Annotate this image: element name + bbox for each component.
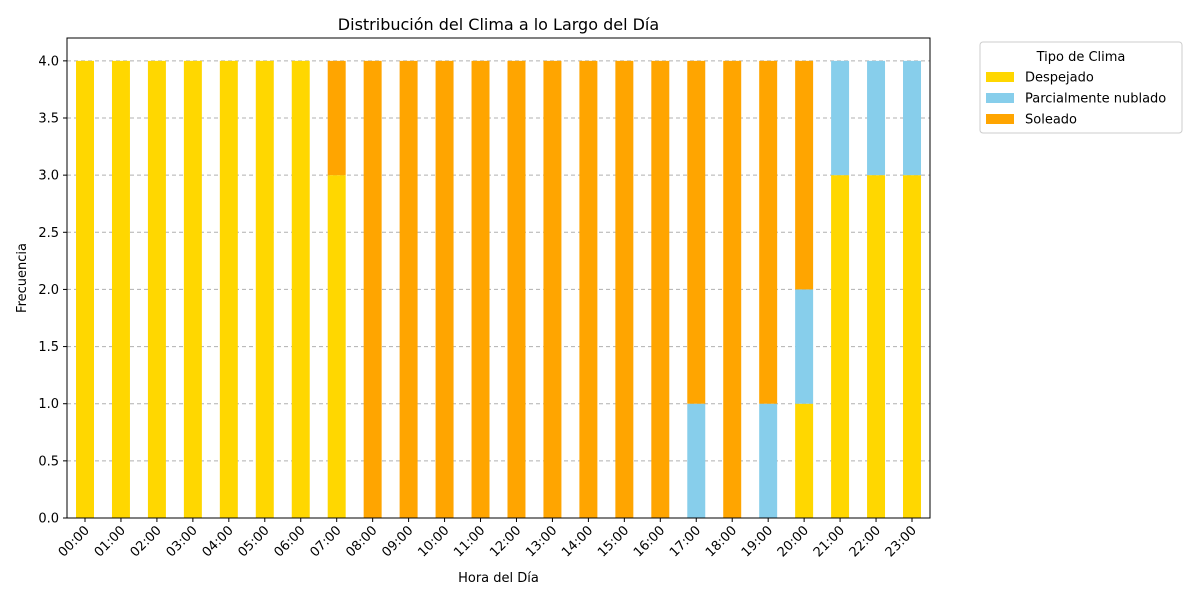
bar-segment [399,60,418,518]
x-tick-label: 08:00 [343,523,380,560]
x-tick-label: 21:00 [811,523,848,560]
x-tick-label: 13:00 [523,523,560,560]
legend-swatch [986,93,1014,103]
bar-segment [795,403,814,518]
x-tick-label: 02:00 [128,523,165,560]
x-tick-label: 19:00 [739,523,776,560]
bar-segment [219,60,238,518]
plot-frame [66,37,931,519]
bar-segment [363,60,382,518]
legend-label: Despejado [1025,71,1094,86]
x-tick-label: 17:00 [667,523,704,560]
legend-swatch [986,114,1014,124]
y-tick-label: 1.0 [38,397,59,412]
y-tick-label: 1.5 [38,340,59,355]
x-tick-label: 16:00 [631,523,668,560]
x-tick-label: 09:00 [379,523,416,560]
bar-segment [831,60,850,176]
bar-segment [435,60,454,518]
bar-segment [255,60,274,518]
legend-title: Tipo de Clima [1036,50,1126,65]
bar-segment [291,60,310,518]
bar-segment [183,60,202,518]
y-axis-label: Frecuencia [15,243,30,313]
bar-segment [723,60,742,518]
y-tick-label: 3.5 [38,112,59,127]
x-tick-label: 18:00 [703,523,740,560]
x-tick-label: 15:00 [595,523,632,560]
bar-segment [579,60,598,518]
y-axis: 0.0 0.5 1.0 1.5 2.0 2.5 3.0 3.5 4.0 [38,54,67,527]
x-tick-label: 00:00 [56,523,93,560]
x-axis: 00:0001:0002:0003:0004:0005:0006:0007:00… [56,518,920,560]
bar-segment [759,60,778,404]
legend-swatch [986,72,1014,82]
bar-segment [903,60,921,176]
x-tick-label: 06:00 [271,523,308,560]
bar-segment [867,60,886,176]
x-tick-label: 12:00 [487,523,524,560]
bar-segment [615,60,634,518]
x-tick-label: 04:00 [200,523,237,560]
legend-label: Parcialmente nublado [1025,92,1166,107]
bar-segment [111,60,130,518]
y-tick-label: 4.0 [38,54,59,69]
x-tick-label: 14:00 [559,523,596,560]
x-tick-label: 11:00 [451,523,488,560]
bar-segment [795,60,814,290]
legend: Tipo de Clima Despejado Parcialmente nubl… [979,41,1183,134]
x-tick-label: 23:00 [883,523,920,560]
bar-segment [543,60,562,518]
bar-segment [687,60,706,404]
bar-segment [795,289,814,404]
bar-segment [831,175,850,518]
x-tick-label: 07:00 [307,523,344,560]
bar-segment [759,403,778,518]
bar-segment [147,60,166,518]
legend-frame [979,41,1183,134]
x-tick-label: 01:00 [92,523,129,560]
bar-segment [651,60,670,518]
bar-segment [76,60,94,518]
x-tick-label: 05:00 [236,523,273,560]
bar-segment [327,175,346,518]
y-tick-label: 2.0 [38,283,59,298]
bars-group [76,60,921,518]
y-tick-label: 3.0 [38,169,59,184]
bar-segment [867,175,886,518]
bar-segment [903,175,921,518]
y-tick-label: 0.0 [38,512,59,527]
x-axis-label: Hora del Día [458,571,539,586]
y-tick-label: 0.5 [38,454,59,469]
x-tick-label: 22:00 [847,523,884,560]
bar-segment [471,60,490,518]
y-tick-label: 2.5 [38,226,59,241]
legend-label: Soleado [1025,113,1077,128]
x-tick-label: 03:00 [164,523,201,560]
bar-segment [507,60,526,518]
bar-segment [687,403,706,518]
chart-title: Distribución del Clima a lo Largo del Dí… [338,15,659,34]
x-tick-label: 20:00 [775,523,812,560]
x-tick-label: 10:00 [415,523,452,560]
bar-segment [327,60,346,176]
